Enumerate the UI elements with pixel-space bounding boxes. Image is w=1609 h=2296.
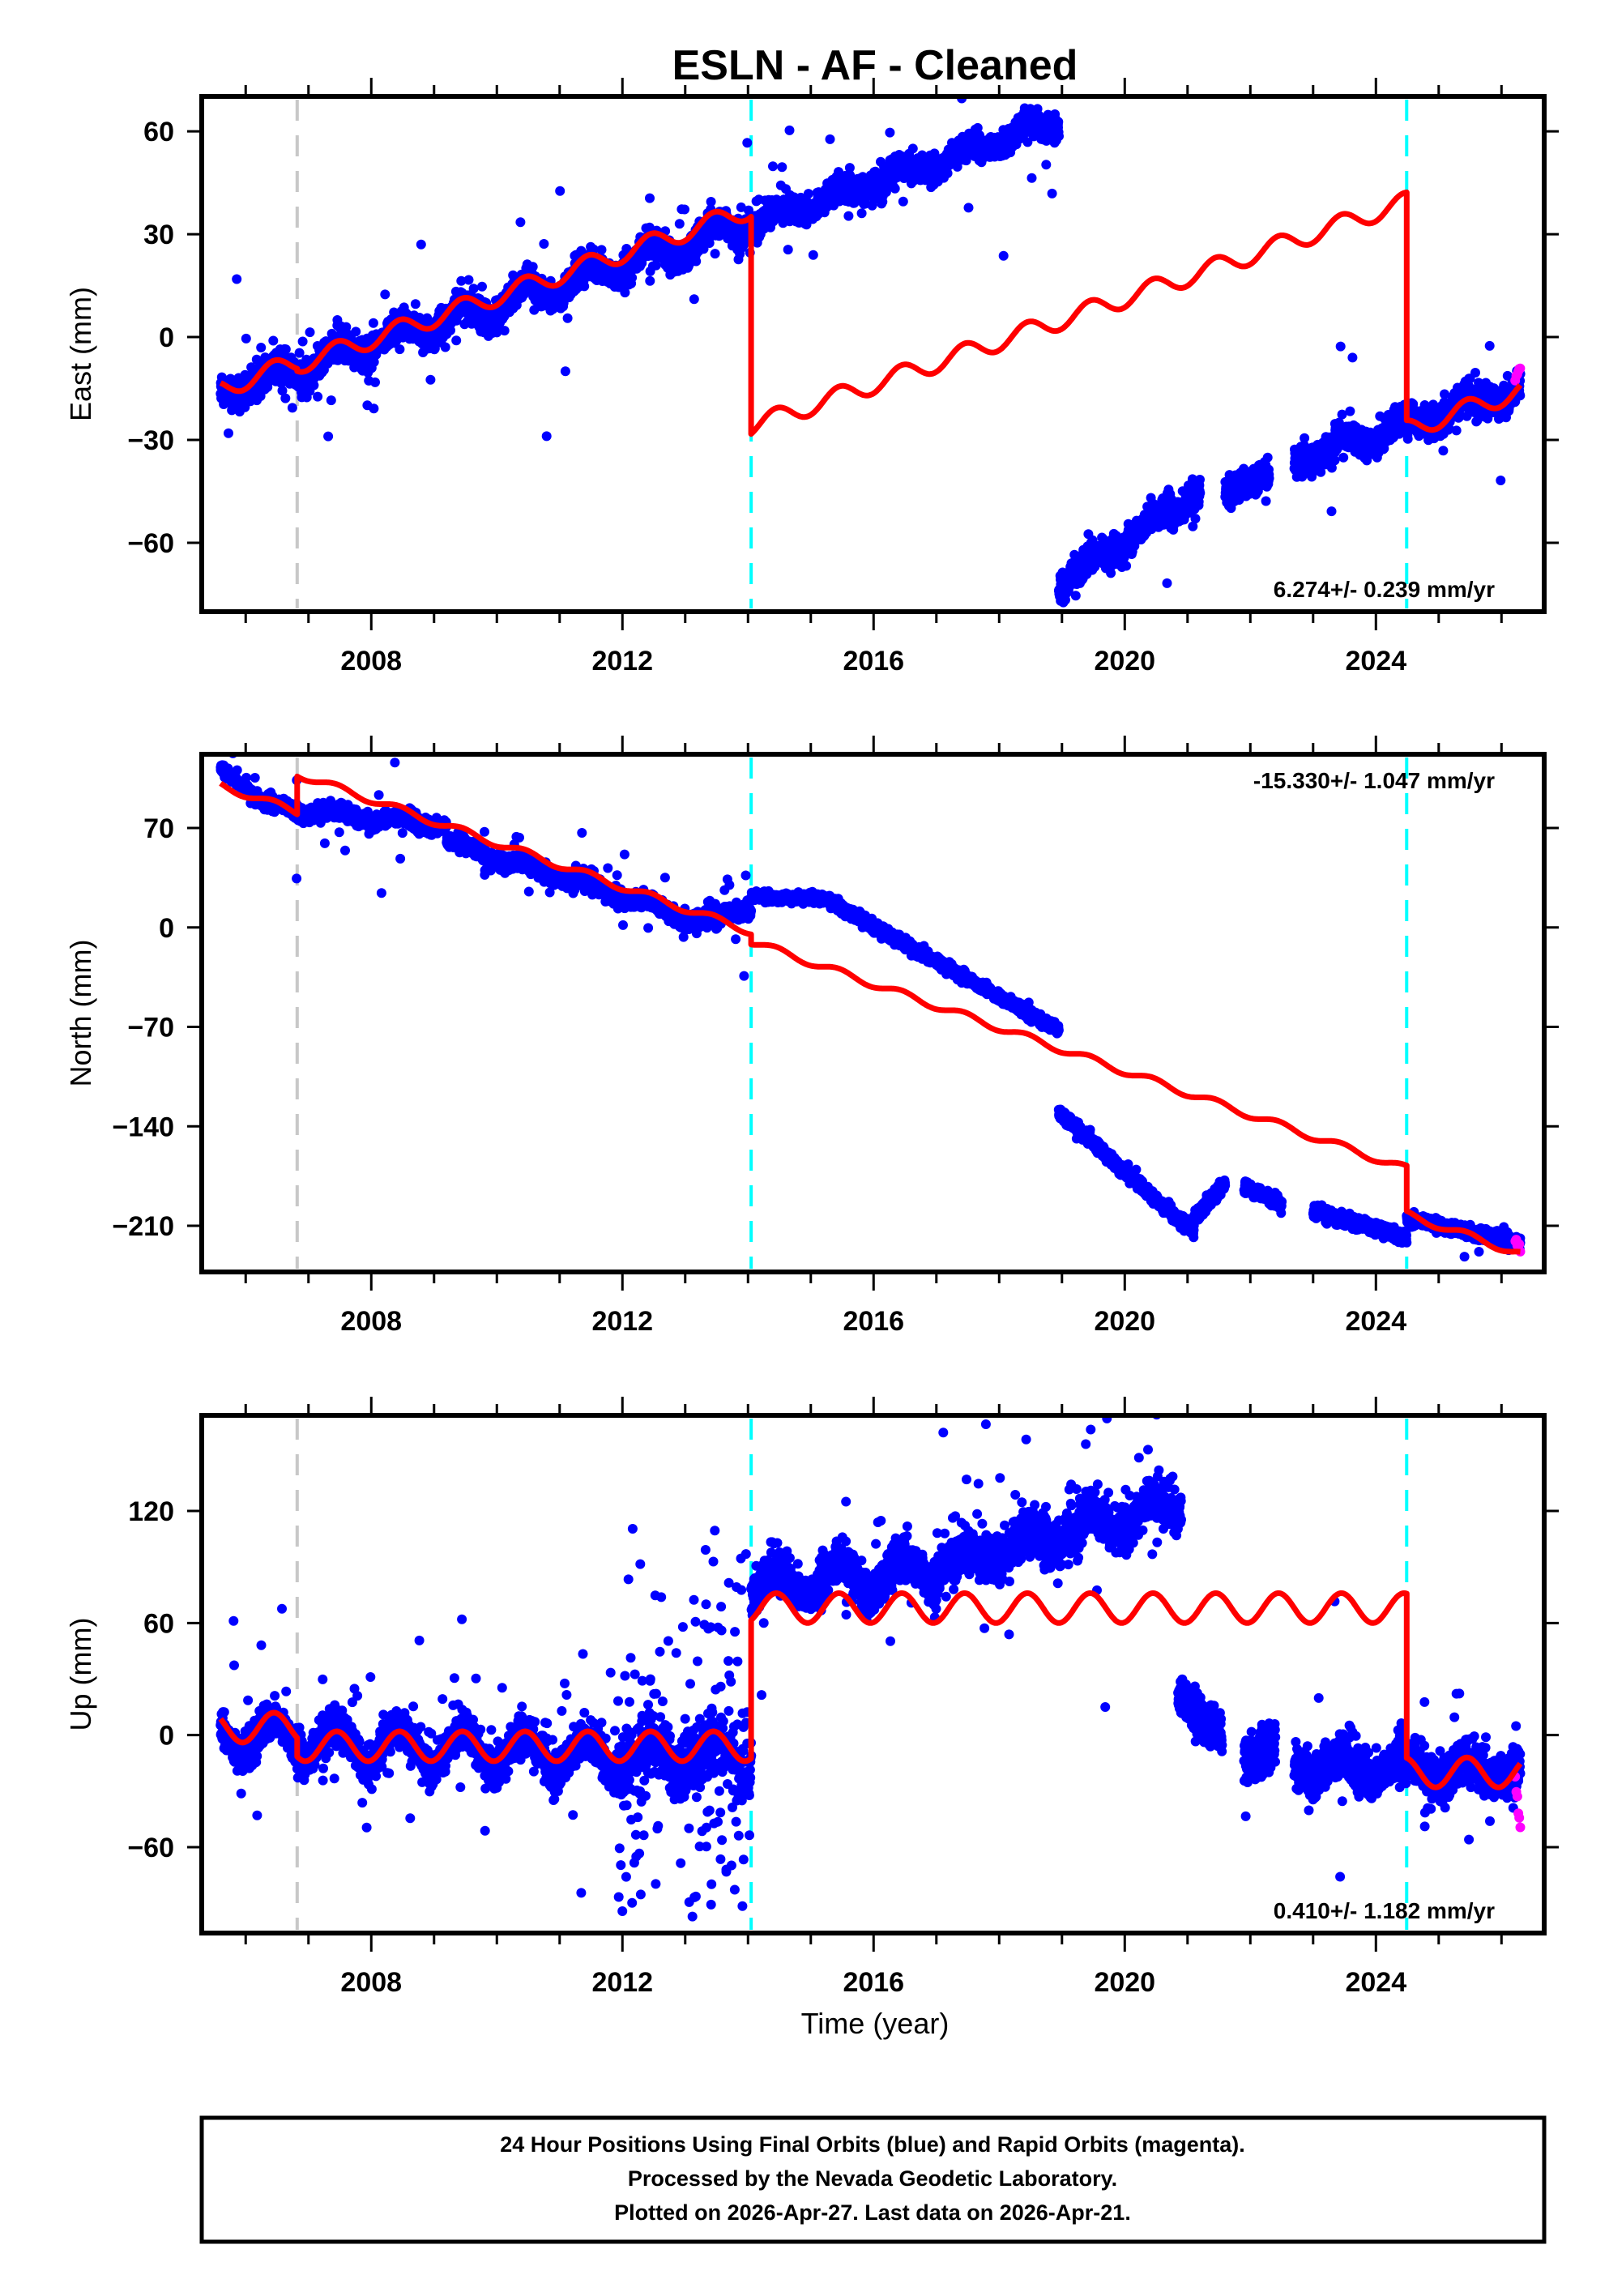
data-point [294,348,305,358]
data-point [368,318,378,328]
data-point [369,403,379,414]
data-point [1262,452,1273,463]
data-point [710,249,720,259]
data-point [410,299,420,309]
data-point [783,245,793,255]
data-point [843,211,854,221]
data-point [596,245,607,255]
data-point [541,431,552,442]
data-point [1162,578,1172,588]
data-point [1121,561,1132,571]
data-point [425,374,436,385]
data-point [313,391,323,402]
data-point [777,162,787,173]
data-point [370,377,380,387]
data-point [268,335,279,346]
data-point [369,356,379,367]
data-point [380,289,391,300]
data-point [395,344,405,355]
data-point [1195,488,1206,498]
data-point [555,186,565,196]
data-point [326,395,336,406]
data-point [232,274,242,284]
data-point [890,183,900,194]
data-point [579,281,590,292]
data-point [627,272,638,283]
data-point [706,197,716,207]
data-point [224,428,233,438]
data-point [468,284,479,294]
data-point [942,168,953,178]
data-point [560,366,570,377]
data-point [287,403,297,413]
data-point [309,380,319,390]
data-point [645,193,655,203]
data-point [351,326,361,337]
data-point [808,250,818,260]
data-point [562,313,573,323]
data-point [963,203,974,213]
data-point [768,161,778,172]
data-point [898,196,908,207]
data-point [856,208,867,219]
data-point [742,138,753,148]
data-point [1047,188,1057,198]
data-point [527,262,538,272]
data-point [305,327,315,338]
data-point [1054,131,1064,142]
data-point [907,143,918,154]
data-point [241,333,251,344]
data-point [1026,173,1037,183]
data-point [1195,475,1205,484]
data-point [416,239,426,250]
data-point [463,275,474,285]
data-point [1070,591,1081,601]
data-point [539,239,549,249]
data-point [280,393,291,403]
data-point [1190,514,1201,524]
data-point [515,217,526,228]
data-point [674,219,685,229]
data-point [1264,473,1274,484]
data-point [885,127,895,138]
data-point [440,342,450,352]
data-point [341,322,352,332]
data-point [297,336,308,347]
data-point [691,256,702,267]
chart-title: ESLN - AF - Cleaned [672,42,1078,89]
data-point [784,125,795,135]
data-point [1041,160,1052,170]
data-point [1261,496,1271,506]
data-point [680,204,689,215]
data-point [499,326,510,336]
data-point [825,134,835,144]
data-point [256,343,267,352]
data-point [1300,433,1310,443]
data-point [277,386,288,396]
data-point [803,189,813,199]
data-point [998,250,1009,261]
data-point [323,431,334,442]
data-point [645,275,655,286]
data-point [280,344,291,355]
data-point [456,275,467,286]
data-point [689,294,699,305]
data-point [451,335,462,346]
data-point [1053,117,1064,127]
data-point [477,281,487,292]
